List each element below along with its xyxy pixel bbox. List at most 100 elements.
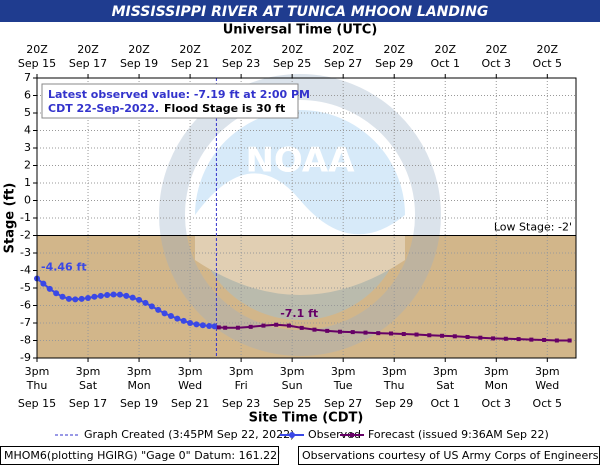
top-tick-label: 20Z: [179, 43, 201, 56]
observed-point: [104, 292, 111, 298]
x-tick-date: Oct 5: [533, 397, 563, 410]
forecast-point: [427, 333, 432, 338]
y-tick-label: -2: [20, 229, 31, 242]
observed-point: [116, 291, 123, 298]
logo-bird: [195, 173, 405, 295]
top-tick-label: 20Z: [537, 43, 559, 56]
top-tick-label: 20Z: [26, 43, 48, 56]
x-tick-label: 3pm: [25, 365, 50, 378]
legend-created: Graph Created (3:45PM Sep 22, 2022): [84, 428, 294, 441]
observed-point: [161, 310, 168, 317]
y-tick-label: 1: [24, 176, 31, 189]
observed-point: [91, 293, 98, 300]
top-tick-label: 20Z: [434, 43, 456, 56]
forecast-point: [376, 331, 381, 336]
observed-point: [72, 296, 79, 303]
y-tick-label: -5: [20, 281, 31, 294]
forecast-point: [235, 325, 240, 330]
legend-marker: [350, 433, 354, 437]
forecast-point: [363, 330, 368, 335]
x-tick-weekday: Wed: [535, 379, 559, 392]
observed-point: [174, 315, 181, 322]
info-line-part: CDT 22-Sep-2022.: [48, 102, 159, 115]
forecast-point: [503, 336, 508, 341]
forecast-point: [325, 328, 330, 333]
y-tick-label: 3: [24, 141, 31, 154]
observed-point: [136, 296, 143, 303]
observed-point: [187, 320, 194, 326]
observed-point: [155, 306, 162, 313]
x-tick-label: 3pm: [382, 365, 407, 378]
y-tick-label: -9: [20, 351, 31, 364]
x-tick-weekday: Mon: [485, 379, 508, 392]
y-tick-label: 6: [24, 89, 31, 102]
info-box: [41, 83, 299, 119]
x-tick-date: Oct 3: [482, 397, 512, 410]
chart-title: MISSISSIPPI RIVER AT TUNICA MHOON LANDIN…: [112, 4, 489, 20]
info-line: Latest observed value: -7.19 ft at 2:00 …: [48, 88, 310, 101]
forecast-point: [440, 333, 445, 338]
observed-point: [40, 280, 47, 287]
x-tick-date: Sep 15: [18, 397, 56, 410]
legend-label: Observed: [308, 428, 361, 441]
y-tick-label: -6: [20, 299, 31, 312]
y-tick-label: 7: [24, 71, 31, 84]
y-tick-label: -8: [20, 334, 31, 347]
top-tick-date: Sep 17: [69, 57, 107, 70]
low-stage-label: Low Stage: -2': [494, 221, 572, 234]
forecast-point: [414, 332, 419, 337]
observed-point: [167, 313, 174, 319]
observed-point: [53, 290, 60, 297]
top-tick-label: 20Z: [77, 43, 99, 56]
x-tick-label: 3pm: [229, 365, 254, 378]
forecast-point: [261, 323, 266, 328]
observed-point: [65, 295, 72, 302]
observed-point: [180, 317, 187, 324]
plot-frame: [36, 77, 577, 359]
forecast-point: [389, 331, 394, 336]
forecast-point: [529, 337, 534, 342]
top-tick-date: Sep 25: [273, 57, 311, 70]
x-tick-date: Sep 29: [375, 397, 413, 410]
x-tick-label: 3pm: [76, 365, 101, 378]
x-tick-weekday: Sat: [436, 379, 455, 392]
top-tick-label: 20Z: [281, 43, 303, 56]
observed-point: [193, 321, 200, 328]
x-tick-date: Oct 1: [430, 397, 460, 410]
x-tick-weekday: Thu: [26, 379, 48, 392]
x-tick-weekday: Mon: [127, 379, 150, 392]
x-tick-date: Sep 19: [120, 397, 158, 410]
footer-right: Observations courtesy of US Army Corps o…: [302, 449, 599, 462]
x-tick-label: 3pm: [280, 365, 305, 378]
forecast-point: [312, 327, 317, 332]
top-tick-date: Sep 15: [18, 57, 56, 70]
top-tick-label: 20Z: [383, 43, 405, 56]
observed-point: [206, 322, 213, 329]
x-tick-label: 3pm: [178, 365, 203, 378]
x-tick-date: Sep 23: [222, 397, 260, 410]
y-tick-label: 2: [24, 159, 31, 172]
y-tick-label: -4: [20, 264, 31, 277]
data-label: -4.46 ft: [41, 261, 87, 274]
forecast-point: [554, 338, 559, 343]
footer-left: MHOM6(plotting HGIRG) "Gage 0" Datum: 16…: [4, 449, 280, 462]
top-tick-date: Sep 21: [171, 57, 209, 70]
top-tick-date: Sep 19: [120, 57, 158, 70]
data-label: -7.1 ft: [280, 307, 318, 320]
title-bar: [0, 0, 600, 22]
forecast-point: [337, 329, 342, 334]
x-tick-label: 3pm: [535, 365, 560, 378]
forecast-point: [350, 330, 355, 335]
x-tick-label: 3pm: [433, 365, 458, 378]
x-tick-date: Sep 17: [69, 397, 107, 410]
observed-point: [110, 291, 117, 298]
observed-point: [142, 299, 149, 306]
y-tick-label: -7: [20, 316, 31, 329]
forecast-point: [248, 324, 253, 329]
forecast-point: [452, 334, 457, 339]
forecast-point: [491, 336, 496, 341]
top-axis-title: Universal Time (UTC): [223, 23, 378, 38]
observed-point: [59, 293, 66, 300]
forecast-point: [542, 337, 547, 342]
